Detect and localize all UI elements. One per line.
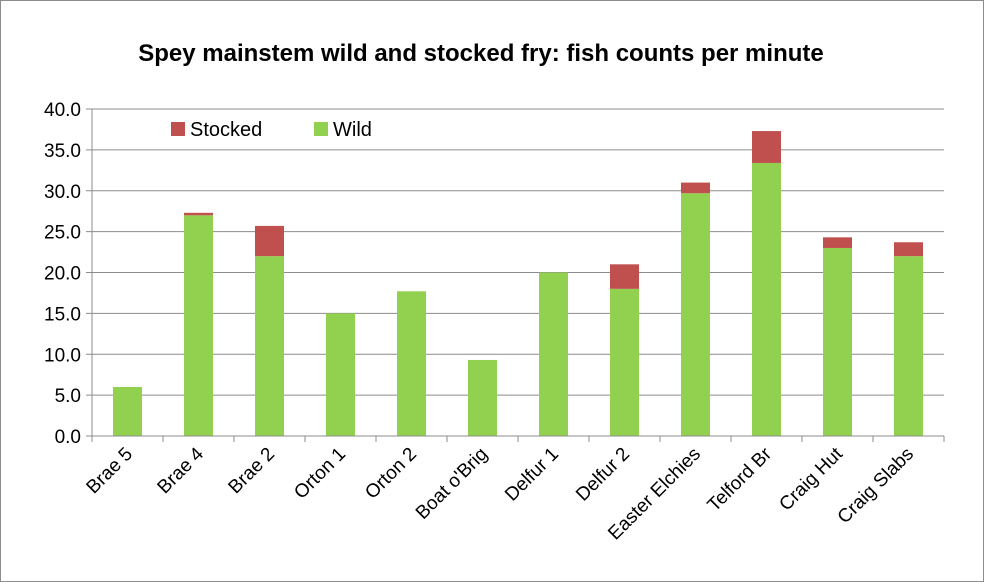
bar-wild bbox=[255, 256, 284, 436]
x-tick-label: Brae 4 bbox=[154, 443, 209, 498]
bar-stocked bbox=[823, 237, 852, 248]
bar-wild bbox=[113, 386, 142, 436]
chart-title: Spey mainstem wild and stocked fry: fish… bbox=[138, 40, 824, 67]
y-tick-label: 30.0 bbox=[44, 182, 81, 203]
x-tick-label: Boat o'Brig bbox=[412, 444, 492, 524]
bar-stocked bbox=[894, 242, 923, 257]
bar-wild bbox=[681, 193, 710, 436]
legend: Stocked Wild bbox=[171, 119, 372, 141]
y-tick-label: 5.0 bbox=[55, 386, 81, 407]
y-tick-labels: 0.0 5.0 10.0 15.0 20.0 25.0 30.0 35.0 40.0 bbox=[44, 100, 81, 448]
bar-wild bbox=[894, 256, 923, 436]
x-tick-label: Delfur 1 bbox=[501, 444, 563, 506]
y-tick-label: 20.0 bbox=[44, 264, 81, 285]
y-tick-label: 10.0 bbox=[44, 345, 81, 366]
y-tick-label: 40.0 bbox=[44, 100, 81, 121]
bar-wild bbox=[610, 288, 639, 436]
x-tick-label: Craig Hut bbox=[775, 443, 847, 515]
x-tick-label: Brae 2 bbox=[225, 444, 279, 498]
y-tick-label: 0.0 bbox=[55, 427, 81, 448]
bars bbox=[113, 131, 923, 436]
x-tick-label: Craig Slabs bbox=[834, 444, 918, 528]
axes bbox=[86, 108, 945, 442]
bar-wild bbox=[184, 215, 213, 436]
legend-swatch-stocked bbox=[171, 122, 185, 136]
legend-label-stocked: Stocked bbox=[190, 119, 262, 141]
bar-stocked bbox=[752, 131, 781, 163]
bar-wild bbox=[823, 247, 852, 436]
x-tick-label: Orton 1 bbox=[290, 444, 350, 504]
gridlines bbox=[92, 108, 944, 437]
x-tick-label: Telford Br bbox=[704, 443, 777, 516]
bar-stocked bbox=[255, 225, 284, 257]
x-tick-label: Delfur 2 bbox=[572, 444, 634, 506]
bar-stocked bbox=[610, 264, 639, 289]
bar-wild bbox=[752, 162, 781, 436]
bar-wild bbox=[468, 359, 497, 436]
bar-stocked bbox=[184, 212, 213, 216]
bar-stocked bbox=[681, 182, 710, 194]
legend-swatch-wild bbox=[314, 122, 328, 136]
y-tick-label: 15.0 bbox=[44, 304, 81, 325]
bar-wild bbox=[326, 313, 355, 436]
legend-label-wild: Wild bbox=[333, 119, 372, 141]
x-tick-label: Brae 5 bbox=[83, 444, 137, 498]
bar-wild bbox=[397, 291, 426, 436]
bar-wild bbox=[539, 272, 568, 436]
y-tick-label: 25.0 bbox=[44, 223, 81, 244]
x-tick-label: Orton 2 bbox=[361, 444, 421, 504]
y-tick-label: 35.0 bbox=[44, 141, 81, 162]
